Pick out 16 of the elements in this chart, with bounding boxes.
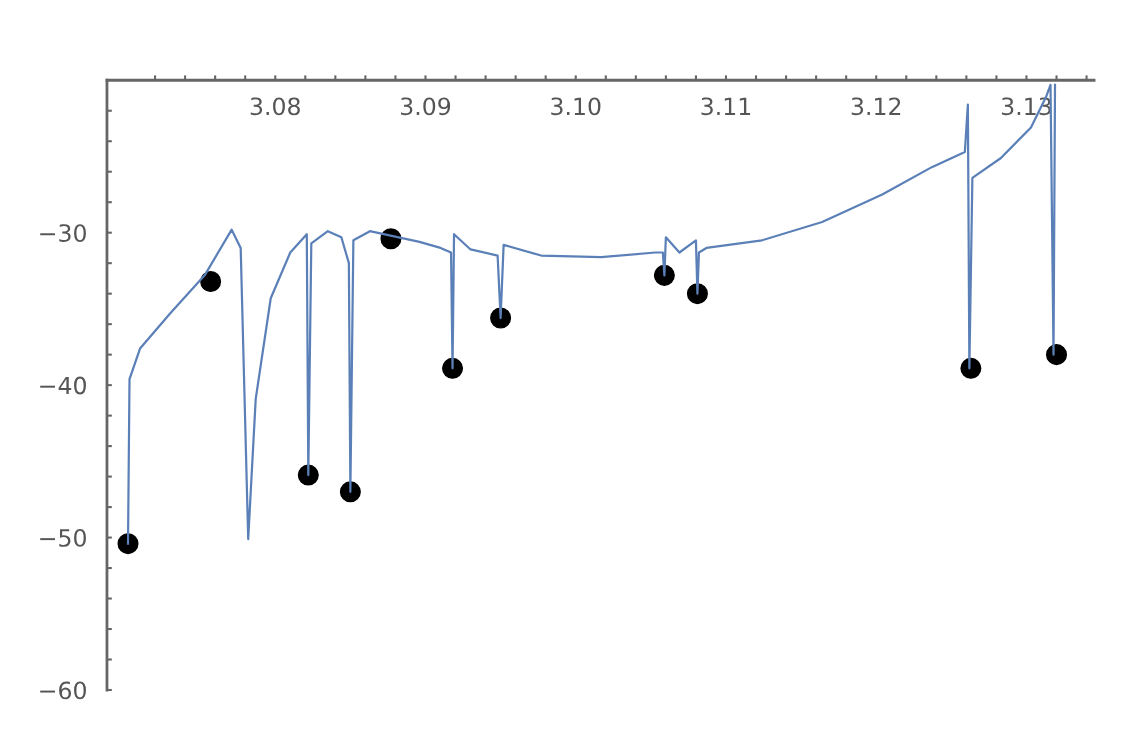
point [339,481,361,503]
x-tick-label: 3.12 [851,97,901,116]
x-tick-label: 3.11 [701,97,751,116]
point [960,357,982,379]
y-tick-label: −40 [40,376,86,395]
y-tick-label: −60 [40,681,86,700]
x-tick-label: 3.10 [551,97,601,116]
point [200,270,222,292]
x-tick-label: 3.09 [401,97,451,116]
point [1046,344,1068,366]
point [297,464,319,486]
x-tick-label: 3.08 [250,97,300,116]
y-tick-label: −30 [40,224,86,242]
point [117,533,139,555]
y-tick-label: −50 [40,529,86,547]
point [686,283,708,305]
